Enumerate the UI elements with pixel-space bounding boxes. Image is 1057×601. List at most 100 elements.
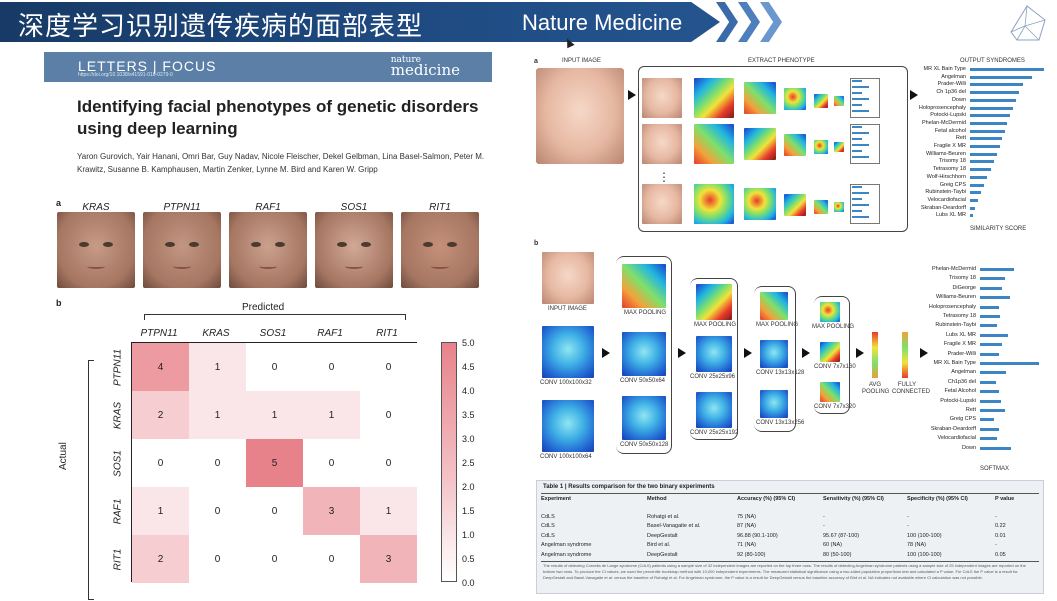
average-face-image [401, 212, 479, 288]
journal-logo-big: medicine [390, 61, 460, 79]
matrix-cell: 2 [132, 391, 189, 439]
table-cell: DeepGestalt [647, 551, 678, 558]
actual-bracket [88, 360, 94, 600]
colorbar-tick: 1.0 [462, 530, 475, 540]
pooling-feature-map [820, 302, 840, 322]
syndrome-label: Ch1p36 del [947, 378, 976, 385]
table-cell: - [823, 523, 825, 530]
conv-label: CONV 7x7x160 [814, 364, 856, 370]
feature-vector-box [850, 124, 880, 164]
table-cell: 0.22 [995, 523, 1006, 530]
colorbar-tick: 2.0 [462, 482, 475, 492]
matrix-cell: 0 [303, 535, 360, 583]
face-eye [337, 242, 347, 247]
syndrome-label: Tetrasomy 18 [942, 313, 976, 319]
syndrome-label: Angelman [951, 369, 976, 376]
softmax-bar [980, 305, 999, 309]
colorbar-tick: 3.0 [462, 434, 475, 444]
similarity-bar [970, 137, 1002, 141]
predicted-label: Predicted [242, 302, 285, 313]
similarity-bar [970, 129, 1005, 133]
conv-feature-map [696, 392, 732, 428]
table-cell: Rohatgi et al. [647, 514, 680, 520]
conv-label: CONV 25x25x192 [690, 430, 739, 436]
syndrome-label: Rett [955, 135, 966, 142]
matrix-cell: 0 [303, 343, 360, 391]
similarity-bar [970, 75, 1033, 79]
similarity-bar [970, 160, 994, 164]
face-mouth [259, 264, 277, 269]
similarity-bar [970, 175, 988, 179]
face-mouth [87, 264, 105, 269]
banner-subtitle: Nature Medicine [522, 10, 683, 35]
feature-vector-bar [852, 98, 869, 100]
row-header: RIT1 [112, 548, 124, 571]
face-mouth [345, 264, 363, 269]
syndrome-label: Rubinstein-Taybi [935, 322, 976, 329]
face-crop [642, 184, 682, 224]
mesh-logo-icon [1010, 5, 1046, 41]
fully-connected-label: FULLY CONNECTED [892, 382, 931, 395]
feature-map [694, 184, 734, 224]
feature-vector-bar [852, 186, 862, 188]
matrix-cell: 1 [189, 343, 246, 391]
section-label: LETTERS | FOCUS [78, 58, 217, 74]
average-face-image [57, 212, 135, 288]
syndrome-label: MR XL Bain Type [933, 360, 977, 366]
arrow-icon [602, 348, 610, 358]
feature-map [834, 96, 844, 106]
syndrome-label: Phelan-McDermid [921, 119, 966, 126]
face-eye [189, 242, 199, 247]
similarity-bar [970, 145, 1000, 148]
arrow-icon [802, 348, 810, 358]
syndrome-label: Down [961, 444, 976, 451]
colorbar-tick: 0.0 [462, 578, 475, 588]
conv-label: CONV 100x100x64 [540, 454, 592, 460]
conv-label: CONV 25x25x96 [690, 374, 736, 380]
matrix-cell: 1 [132, 487, 189, 535]
feature-vector-bar [852, 126, 862, 128]
table-cell: DeepGestalt [647, 532, 678, 539]
feature-vector-bar [852, 92, 862, 94]
softmax-bar [980, 418, 994, 422]
syndrome-label: Williams-Beuren [935, 294, 976, 301]
gene-label: KRAS [82, 202, 110, 213]
row-header: PTPN11 [112, 348, 124, 387]
banner-bar [0, 2, 720, 42]
feature-map [834, 202, 844, 212]
table-cell: 71 (NA) [737, 542, 756, 549]
block-bracket [690, 278, 738, 440]
matrix-cell: 0 [132, 439, 189, 487]
table-cell: 78 (NA) [907, 542, 926, 549]
feature-vector-bar [852, 86, 869, 88]
syndrome-label: Fetal alcohol [934, 127, 966, 134]
colorbar [441, 342, 457, 582]
colorbar-tick: 2.5 [462, 458, 475, 468]
syndrome-label: Greig CPS [949, 416, 976, 423]
feature-vector-bar [852, 110, 869, 112]
extract-phenotype-box [638, 66, 908, 232]
table-header: Method [647, 496, 667, 502]
table-cell: 96.88 (90.1-100) [737, 532, 778, 539]
conv-label: CONV 50x50x128 [620, 442, 669, 448]
table-header: Specificity (%) (95% CI) [907, 496, 968, 502]
softmax-bar [980, 296, 1010, 300]
syndrome-label: Skraban-Deardorff [930, 425, 976, 432]
face-skin [57, 212, 135, 288]
matrix-cell: 1 [360, 487, 417, 535]
extract-phenotype-label: EXTRACT PHENOTYPE [748, 58, 815, 64]
syndrome-label: Fetal Alcohol [944, 388, 977, 395]
avg-pooling-vector [872, 332, 878, 378]
colorbar-tick: 5.0 [462, 338, 475, 348]
feature-vector-bar [852, 210, 862, 212]
title-banner: 深度学习识别遗传疾病的面部表型 Nature Medicine [0, 0, 1057, 44]
syndrome-label: Trisomy 18 [949, 275, 976, 282]
max-pooling-label: MAX POOLING [756, 322, 799, 328]
block-bracket [814, 296, 850, 414]
panel-a-label: a [56, 198, 62, 208]
colorbar-tick: 4.0 [462, 386, 475, 396]
matrix-cell: 1 [303, 391, 360, 439]
matrix-cell: 0 [246, 343, 303, 391]
conv-label: CONV 100x100x32 [540, 380, 592, 386]
